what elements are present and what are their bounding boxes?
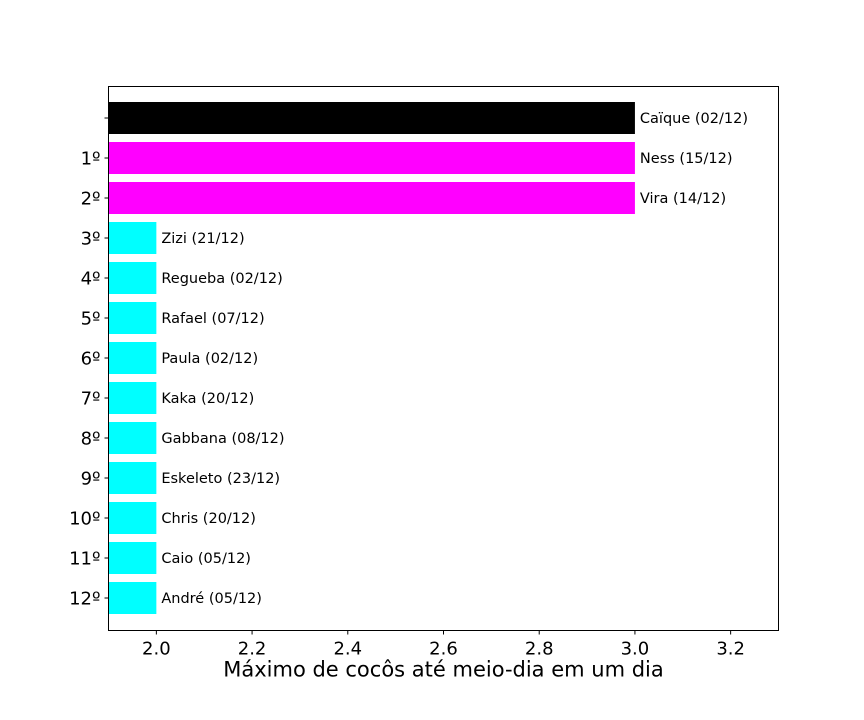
bar-9 <box>109 422 157 454</box>
y-tick-label: 8º <box>81 429 101 450</box>
x-tick-label: 2.6 <box>429 639 458 660</box>
x-tick-label: 3.2 <box>716 639 745 660</box>
bar-label-3: Vira (14/12) <box>640 191 726 207</box>
bar-4 <box>109 222 157 254</box>
bar-12 <box>109 542 157 574</box>
bar-6 <box>109 302 157 334</box>
bar-13 <box>109 582 157 614</box>
y-axis-ticks: 1º 2º 3º 4º 5º 6º 7º 8º 9º 10º 11º 12º <box>69 117 109 610</box>
bar-label-10: Eskeleto (23/12) <box>161 471 280 487</box>
y-tick-label: 2º <box>81 189 101 210</box>
bar-label-4: Zizi (21/12) <box>161 231 244 247</box>
x-tick-label: 2.2 <box>238 639 267 660</box>
bar-3 <box>109 182 635 214</box>
bar-1 <box>109 102 635 134</box>
bar-label-7: Paula (02/12) <box>161 351 258 367</box>
x-axis-ticks: 2.0 2.2 2.4 2.6 2.8 3.0 3.2 <box>142 630 745 660</box>
bar-8 <box>109 382 157 414</box>
y-tick-label: 7º <box>81 389 101 410</box>
bar-10 <box>109 462 157 494</box>
y-tick-label: 1º <box>81 149 101 170</box>
bar-label-11: Chris (20/12) <box>161 511 256 527</box>
bar-11 <box>109 502 157 534</box>
bar-7 <box>109 342 157 374</box>
bar-5 <box>109 262 157 294</box>
x-tick-label: 2.4 <box>333 639 362 660</box>
bar-label-1: Caïque (02/12) <box>640 111 748 127</box>
bar-label-9: Gabbana (08/12) <box>161 431 284 447</box>
x-axis-label: Máximo de cocôs até meio-dia em um dia <box>223 658 664 682</box>
bar-label-12: Caio (05/12) <box>161 551 251 567</box>
y-tick-label: 9º <box>81 469 101 490</box>
y-tick-label: 4º <box>81 269 101 290</box>
y-tick-label: 6º <box>81 349 101 370</box>
bar-label-6: Rafael (07/12) <box>161 311 264 327</box>
bar-label-5: Regueba (02/12) <box>161 271 282 287</box>
y-tick-label: 5º <box>81 309 101 330</box>
bars-layer: Caïque (02/12) Ness (15/12) Vira (14/12) Zi… <box>109 102 748 614</box>
y-tick-label: 12º <box>69 589 100 610</box>
x-tick-label: 3.0 <box>621 639 650 660</box>
bar-label-13: André (05/12) <box>161 591 262 607</box>
bar-label-2: Ness (15/12) <box>640 151 733 167</box>
bar-2 <box>109 142 635 174</box>
bar-label-8: Kaka (20/12) <box>161 391 254 407</box>
x-tick-label: 2.0 <box>142 639 171 660</box>
y-tick-label: 11º <box>69 549 100 570</box>
x-tick-label: 2.8 <box>525 639 554 660</box>
y-tick-label: 10º <box>69 509 100 530</box>
y-tick-label: 3º <box>81 229 101 250</box>
